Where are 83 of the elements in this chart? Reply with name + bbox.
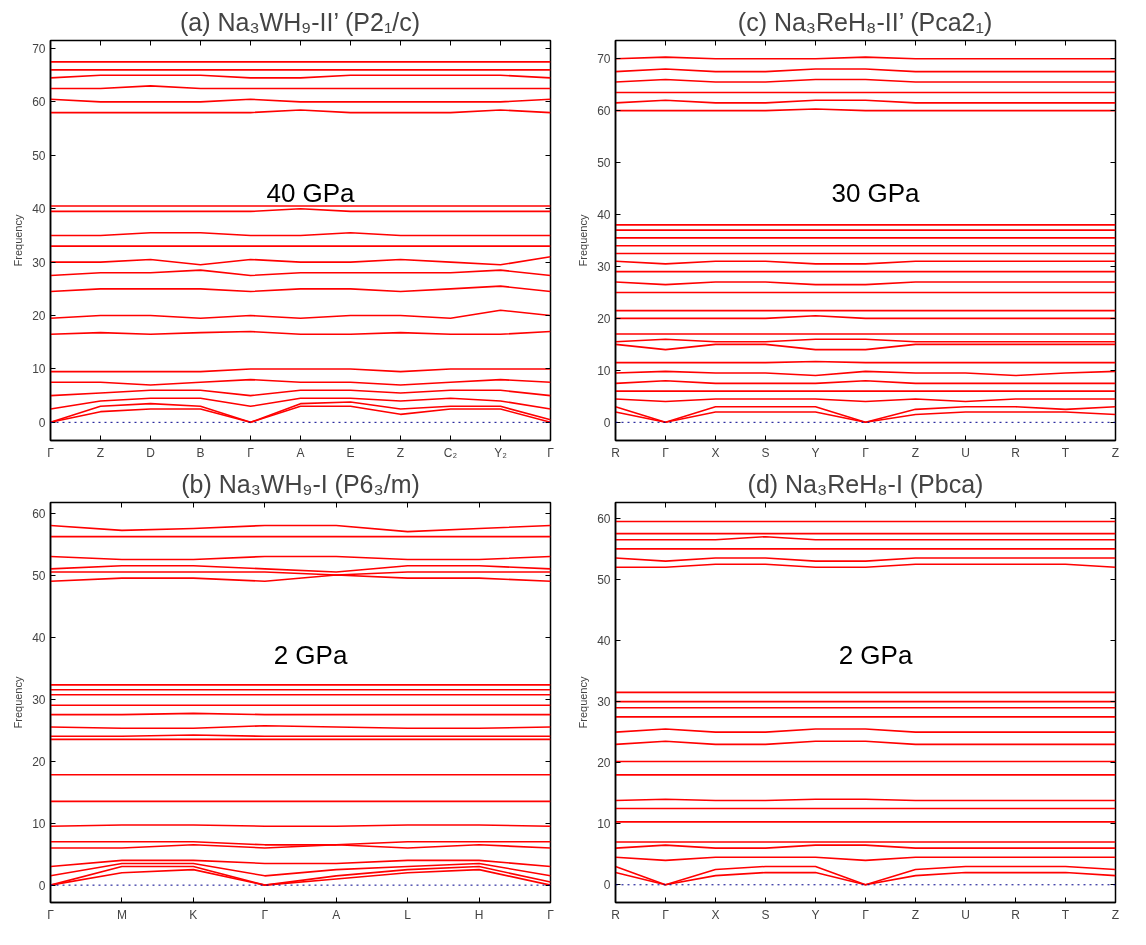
- y-tick-label: 60: [32, 506, 46, 521]
- x-tick-label: Γ: [862, 445, 870, 460]
- y-tick-label: 50: [597, 572, 611, 587]
- annotation: 2 GPa: [273, 639, 348, 670]
- y-tick-label: 20: [32, 309, 46, 324]
- y-tick-label: 0: [603, 415, 611, 430]
- x-tick-label: Z: [911, 445, 920, 460]
- y-tick-label: 50: [32, 148, 46, 163]
- y-tick-label: 10: [32, 362, 46, 377]
- x-tick-label: Y₂: [494, 445, 508, 460]
- y-tick-label: 20: [597, 756, 611, 771]
- x-tick-label: U: [961, 907, 970, 922]
- x-tick-label: R: [611, 907, 621, 922]
- x-tick-label: A: [332, 907, 341, 922]
- y-tick-label: 10: [32, 816, 46, 831]
- y-tick-label: 50: [597, 156, 611, 171]
- x-tick-label: Y: [811, 907, 820, 922]
- y-tick-label: 30: [32, 255, 46, 270]
- y-tick-label: 70: [597, 52, 611, 67]
- x-tick-label: E: [346, 445, 355, 460]
- y-tick-label: 20: [597, 311, 611, 326]
- x-tick-label: A: [296, 445, 305, 460]
- x-tick-label: Γ: [47, 445, 55, 460]
- x-tick-label: Z: [396, 445, 405, 460]
- x-tick-label: S: [761, 907, 770, 922]
- x-tick-label: Γ: [261, 907, 269, 922]
- annotation: 40 GPa: [266, 177, 356, 208]
- chart-title: (a) Na₃WH₉-II’ (P2₁/c): [179, 7, 421, 36]
- y-tick-label: 40: [597, 208, 611, 223]
- x-tick-label: Y: [811, 445, 820, 460]
- x-tick-label: Z: [911, 907, 920, 922]
- x-tick-label: Γ: [862, 907, 870, 922]
- x-tick-label: Γ: [247, 445, 255, 460]
- y-tick-label: 70: [32, 42, 46, 57]
- chart-title: (b) Na₃WH₉-I (P6₃/m): [181, 469, 420, 498]
- x-tick-label: Γ: [662, 445, 670, 460]
- x-tick-label: S: [761, 445, 770, 460]
- y-tick-label: 10: [597, 363, 611, 378]
- x-tick-label: Γ: [547, 445, 555, 460]
- y-axis-title: Frequency: [577, 214, 590, 267]
- x-tick-label: B: [196, 445, 205, 460]
- x-tick-label: R: [611, 445, 621, 460]
- y-tick-label: 60: [32, 95, 46, 110]
- annotation: 2 GPa: [838, 639, 913, 670]
- x-tick-label: C₂: [443, 445, 458, 460]
- x-tick-label: Z: [96, 445, 105, 460]
- x-tick-label: M: [116, 907, 127, 922]
- chart-title: (d) Na₃ReH₈-I (Pbca): [747, 469, 984, 498]
- x-tick-label: R: [1011, 907, 1021, 922]
- y-tick-label: 50: [32, 568, 46, 583]
- x-tick-label: X: [711, 445, 720, 460]
- x-tick-label: Z: [1111, 445, 1120, 460]
- y-tick-label: 30: [597, 695, 611, 710]
- y-tick-label: 60: [597, 104, 611, 119]
- y-tick-label: 30: [32, 692, 46, 707]
- x-tick-label: Γ: [47, 907, 55, 922]
- y-tick-label: 20: [32, 754, 46, 769]
- x-tick-label: T: [1061, 445, 1070, 460]
- x-tick-label: T: [1061, 907, 1070, 922]
- x-tick-label: U: [961, 445, 970, 460]
- y-tick-label: 0: [603, 878, 611, 893]
- y-tick-label: 40: [32, 630, 46, 645]
- y-tick-label: 40: [32, 202, 46, 217]
- x-tick-label: X: [711, 907, 720, 922]
- x-tick-label: K: [189, 907, 198, 922]
- x-tick-label: Γ: [547, 907, 555, 922]
- x-tick-label: Γ: [662, 907, 670, 922]
- y-tick-label: 40: [597, 634, 611, 649]
- chart-title: (c) Na₃ReH₈-II’ (Pca2₁): [737, 7, 993, 36]
- x-tick-label: L: [404, 907, 412, 922]
- y-axis-title: Frequency: [12, 676, 25, 729]
- x-tick-label: D: [146, 445, 156, 460]
- x-tick-label: R: [1011, 445, 1021, 460]
- y-tick-label: 0: [38, 415, 46, 430]
- annotation: 30 GPa: [831, 177, 921, 208]
- y-tick-label: 0: [38, 878, 46, 893]
- y-axis-title: Frequency: [577, 676, 590, 729]
- y-tick-label: 60: [597, 511, 611, 526]
- y-tick-label: 30: [597, 259, 611, 274]
- y-axis-title: Frequency: [12, 214, 25, 267]
- x-tick-label: H: [474, 907, 484, 922]
- x-tick-label: Z: [1111, 907, 1120, 922]
- y-tick-label: 10: [597, 817, 611, 832]
